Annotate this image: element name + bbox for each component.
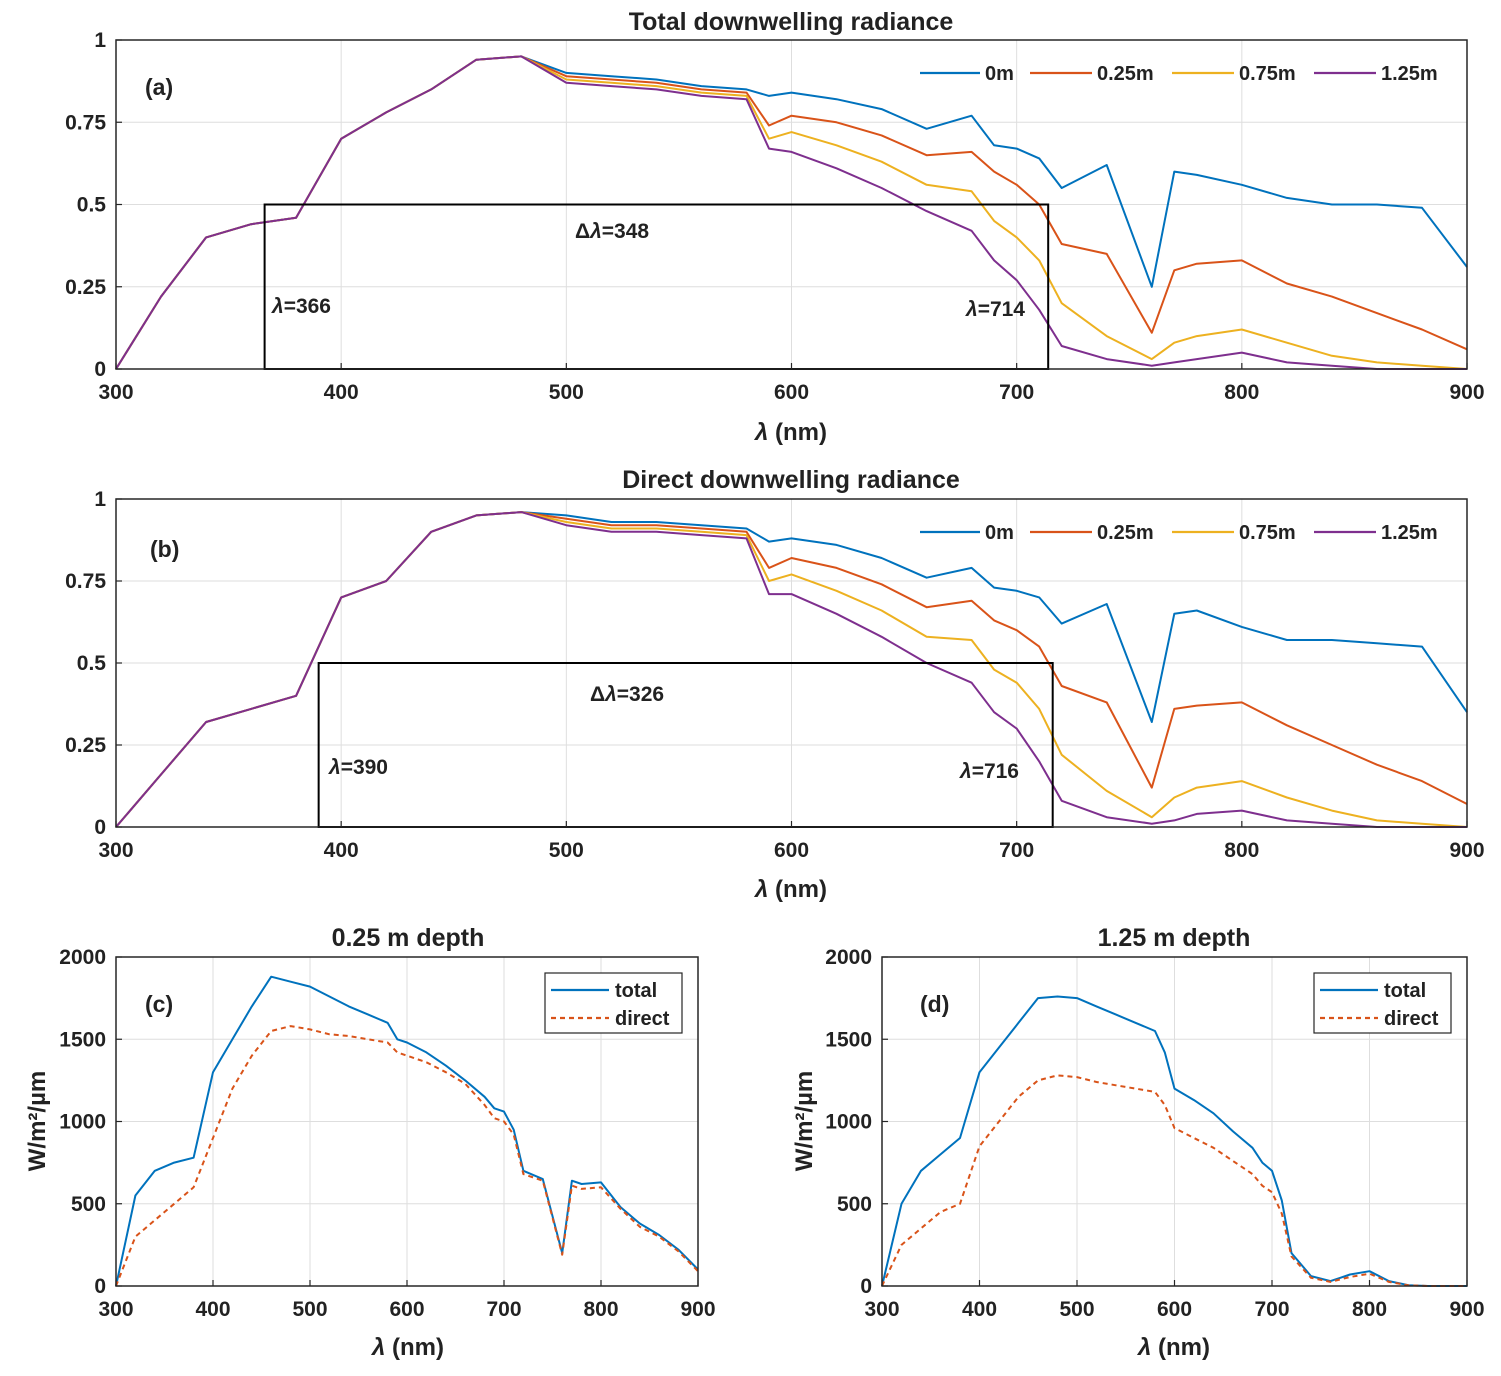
x-tick-label: 900 bbox=[680, 1298, 715, 1321]
x-tick-label: 800 bbox=[1352, 1298, 1387, 1321]
x-tick-label: 500 bbox=[549, 839, 584, 862]
panel-d-xlabel: λ (nm) bbox=[1136, 1334, 1210, 1361]
x-tick-label: 400 bbox=[195, 1298, 230, 1321]
y-tick-label: 0.5 bbox=[77, 652, 107, 675]
legend-label: 0.25m bbox=[1097, 63, 1154, 85]
annotation-delta-lambda-348: Δλ=348 bbox=[575, 220, 649, 243]
panel-d-label: (d) bbox=[920, 991, 949, 1017]
y-tick-label: 1500 bbox=[825, 1028, 872, 1051]
legend-label: direct bbox=[615, 1008, 670, 1030]
x-tick-label: 800 bbox=[1224, 839, 1259, 862]
x-tick-label: 700 bbox=[486, 1298, 521, 1321]
y-tick-label: 0 bbox=[94, 816, 106, 839]
panel-b-label: (b) bbox=[150, 536, 179, 562]
panel-b: Direct downwelling radiance 300 400 500 600… bbox=[65, 466, 1484, 903]
series-line-1-25m bbox=[115, 511, 1467, 828]
panel-b-legend: 0m 0.25m 0.75m 1.25m bbox=[920, 522, 1438, 544]
x-tick-label: 300 bbox=[98, 1298, 133, 1321]
y-tick-label: 0 bbox=[94, 1275, 106, 1298]
y-tick-label: 0.25 bbox=[65, 276, 106, 299]
panel-a-title: Total downwelling radiance bbox=[629, 8, 954, 36]
panel-c: 0.25 m depth 300 400 500 600 700 800 900 0 500 10… bbox=[24, 924, 716, 1361]
y-tick-label: 0 bbox=[860, 1275, 872, 1298]
panel-b-xlabel: λ (nm) bbox=[753, 876, 827, 903]
series-line-total bbox=[115, 975, 699, 1287]
y-tick-label: 0.25 bbox=[65, 734, 106, 757]
x-tick-label: 600 bbox=[774, 839, 809, 862]
legend-box bbox=[1313, 972, 1452, 1034]
series-line-total bbox=[881, 995, 1467, 1287]
x-tick-label: 400 bbox=[962, 1298, 997, 1321]
panel-c-legend: total direct bbox=[544, 972, 683, 1034]
y-tick-label: 1500 bbox=[59, 1028, 106, 1051]
x-tick-label: 300 bbox=[864, 1298, 899, 1321]
y-tick-label: 2000 bbox=[825, 946, 872, 969]
series-line-1-25m bbox=[115, 55, 1467, 370]
panel-d-title: 1.25 m depth bbox=[1098, 924, 1251, 952]
x-tick-label: 900 bbox=[1449, 1298, 1484, 1321]
panel-c-label: (c) bbox=[145, 991, 173, 1017]
y-tick-label: 0.5 bbox=[77, 194, 107, 217]
annotation-lambda-390: λ=390 bbox=[328, 756, 388, 779]
panel-a-label: (a) bbox=[145, 74, 173, 100]
legend-label: 0.75m bbox=[1239, 522, 1296, 544]
y-tick-label: 500 bbox=[71, 1193, 106, 1216]
series-line-direct bbox=[881, 1074, 1467, 1287]
x-tick-label: 500 bbox=[549, 381, 584, 404]
panel-c-ylabel: W/m²/µm bbox=[24, 1071, 51, 1172]
x-tick-label: 900 bbox=[1449, 839, 1484, 862]
x-tick-label: 300 bbox=[98, 839, 133, 862]
y-tick-label: 1000 bbox=[59, 1111, 106, 1134]
annotation-lambda-716: λ=716 bbox=[959, 760, 1019, 783]
x-tick-label: 300 bbox=[98, 381, 133, 404]
x-tick-label: 700 bbox=[999, 381, 1034, 404]
y-tick-label: 0.75 bbox=[65, 111, 106, 134]
annotation-lambda-366: λ=366 bbox=[271, 295, 331, 318]
legend-label: total bbox=[615, 980, 657, 1002]
x-tick-label: 700 bbox=[999, 839, 1034, 862]
x-tick-label: 800 bbox=[1224, 381, 1259, 404]
y-tick-label: 0.75 bbox=[65, 570, 106, 593]
x-tick-label: 500 bbox=[292, 1298, 327, 1321]
panel-c-xlabel: λ (nm) bbox=[370, 1334, 444, 1361]
legend-box bbox=[544, 972, 683, 1034]
legend-label: 0.75m bbox=[1239, 63, 1296, 85]
x-tick-label: 600 bbox=[389, 1298, 424, 1321]
y-tick-label: 1 bbox=[94, 488, 106, 511]
x-tick-label: 900 bbox=[1449, 381, 1484, 404]
y-tick-label: 1 bbox=[94, 29, 106, 52]
legend-label: 1.25m bbox=[1381, 522, 1438, 544]
x-tick-label: 600 bbox=[1157, 1298, 1192, 1321]
y-tick-label: 500 bbox=[837, 1193, 872, 1216]
y-tick-label: 2000 bbox=[59, 946, 106, 969]
x-tick-label: 600 bbox=[774, 381, 809, 404]
panel-a: Total downwelling radiance 300 400 500 600 7… bbox=[65, 8, 1484, 446]
annotation-delta-lambda-326: Δλ=326 bbox=[590, 683, 664, 706]
panel-a-legend: 0m 0.25m 0.75m 1.25m bbox=[920, 63, 1438, 85]
legend-label: 0m bbox=[985, 522, 1014, 544]
panel-b-title: Direct downwelling radiance bbox=[622, 466, 960, 494]
annotation-lambda-714: λ=714 bbox=[965, 298, 1025, 321]
legend-label: 1.25m bbox=[1381, 63, 1438, 85]
panel-d-legend: total direct bbox=[1313, 972, 1452, 1034]
panel-c-title: 0.25 m depth bbox=[332, 924, 485, 952]
x-tick-label: 400 bbox=[324, 381, 359, 404]
x-tick-label: 400 bbox=[324, 839, 359, 862]
x-tick-label: 800 bbox=[583, 1298, 618, 1321]
panel-d: 1.25 m depth 300 400 500 600 700 800 900 0 500 10… bbox=[791, 924, 1485, 1361]
x-tick-label: 700 bbox=[1254, 1298, 1289, 1321]
y-tick-label: 0 bbox=[94, 358, 106, 381]
panel-d-ylabel: W/m²/µm bbox=[791, 1071, 818, 1172]
series-line-direct bbox=[115, 1025, 699, 1287]
y-tick-label: 1000 bbox=[825, 1111, 872, 1134]
x-tick-label: 500 bbox=[1059, 1298, 1094, 1321]
legend-label: 0m bbox=[985, 63, 1014, 85]
legend-label: total bbox=[1384, 980, 1426, 1002]
legend-label: 0.25m bbox=[1097, 522, 1154, 544]
panel-a-xlabel: λ (nm) bbox=[753, 419, 827, 446]
legend-label: direct bbox=[1384, 1008, 1439, 1030]
